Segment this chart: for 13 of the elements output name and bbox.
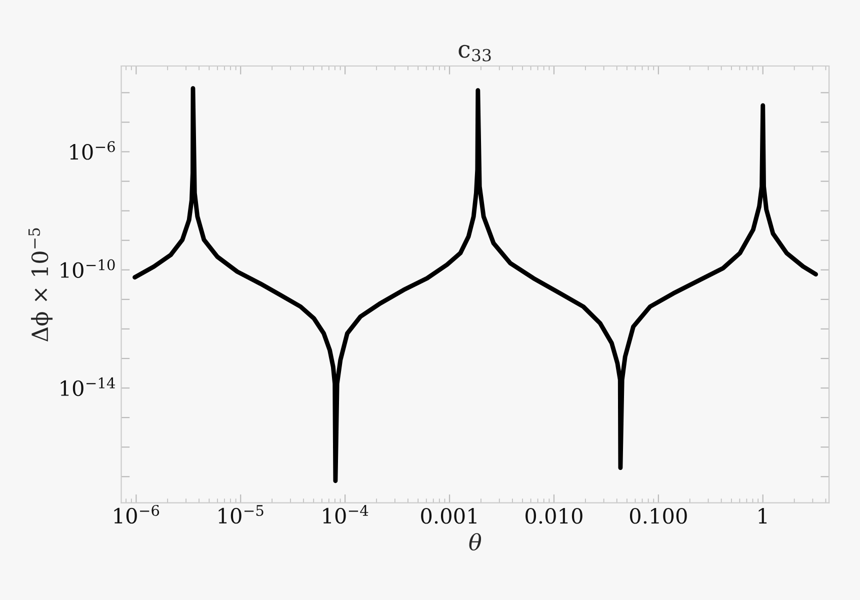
y-tick-label: 10$^{−6}$ [70, 141, 115, 160]
y-axis-title: Δϕ × 10$^{−5}$ [28, 228, 53, 342]
y-tick-label: 10$^{−10}$ [60, 259, 115, 278]
x-axis-title: θ [469, 533, 482, 551]
y-tick-label: 10$^{−14}$ [60, 377, 116, 396]
x-tick-label: 0.100 [630, 508, 687, 524]
x-tick-label: 10$^{−5}$ [218, 505, 264, 524]
x-tick-label: 1 [758, 508, 767, 524]
x-tick-label: 0.001 [421, 508, 476, 524]
x-tick-label: 10$^{−6}$ [114, 504, 160, 524]
x-tick-label: 10$^{−4}$ [323, 504, 368, 524]
chart-title: c$_{33}$ [458, 44, 491, 62]
x-tick-label: 0.010 [526, 508, 582, 524]
